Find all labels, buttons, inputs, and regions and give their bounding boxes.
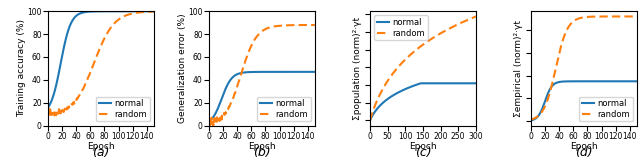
Text: (c): (c) (415, 146, 431, 159)
normal (592, 80, 600, 82)
normal (301, 71, 308, 73)
normal (205, 120, 213, 122)
normal (311, 71, 319, 73)
random (589, 16, 597, 18)
X-axis label: Epoch: Epoch (248, 142, 276, 151)
Y-axis label: Generalization error (%): Generalization error (%) (178, 14, 187, 123)
Line: normal: normal (370, 83, 476, 120)
Line: random: random (370, 16, 476, 120)
random (109, 24, 117, 26)
Y-axis label: Σempirical (norm)²·γt: Σempirical (norm)²·γt (515, 20, 524, 117)
Legend: normal, random: normal, random (374, 15, 428, 40)
normal (589, 80, 597, 82)
X-axis label: Epoch: Epoch (409, 142, 436, 151)
random (623, 15, 631, 17)
random (311, 24, 319, 26)
random (527, 119, 535, 121)
Line: normal: normal (531, 81, 637, 120)
normal (108, 10, 115, 12)
Line: random: random (531, 16, 637, 120)
random (590, 16, 598, 18)
random (206, 124, 214, 126)
Line: normal: normal (48, 11, 154, 108)
normal (205, 121, 213, 123)
random (108, 26, 115, 28)
normal (45, 106, 52, 108)
Legend: normal, random: normal, random (579, 97, 632, 121)
normal (140, 10, 148, 12)
Legend: normal, random: normal, random (96, 97, 150, 121)
random (45, 114, 52, 116)
random (141, 11, 148, 13)
random (108, 26, 115, 28)
normal (424, 82, 431, 84)
normal (623, 80, 631, 82)
X-axis label: Epoch: Epoch (570, 142, 598, 151)
normal (133, 10, 141, 12)
normal (616, 80, 624, 82)
random (268, 26, 276, 28)
normal (470, 82, 477, 84)
normal (527, 119, 535, 121)
normal (527, 119, 535, 121)
normal (268, 71, 275, 73)
Line: normal: normal (209, 72, 315, 122)
Text: (d): (d) (575, 146, 593, 159)
Line: random: random (209, 25, 315, 126)
normal (109, 10, 116, 12)
random (472, 15, 479, 17)
random (134, 12, 141, 14)
normal (270, 71, 278, 73)
normal (107, 10, 115, 12)
random (270, 25, 278, 27)
Y-axis label: Σpopulation (norm)²·γt: Σpopulation (norm)²·γt (353, 17, 362, 120)
random (49, 114, 56, 116)
normal (633, 80, 640, 82)
random (453, 24, 461, 26)
normal (417, 82, 425, 84)
random (205, 125, 213, 127)
random (616, 15, 624, 17)
normal (150, 10, 157, 12)
random (295, 24, 303, 26)
random (417, 45, 425, 47)
random (633, 15, 640, 17)
normal (44, 107, 52, 109)
random (470, 17, 477, 19)
normal (417, 82, 424, 84)
Y-axis label: Training accuracy (%): Training accuracy (%) (17, 19, 26, 117)
Text: (a): (a) (92, 146, 109, 159)
random (366, 119, 374, 121)
normal (417, 82, 424, 84)
random (424, 41, 431, 43)
X-axis label: Epoch: Epoch (87, 142, 115, 151)
normal (590, 80, 598, 82)
Line: random: random (48, 12, 154, 115)
random (44, 112, 52, 114)
Text: (b): (b) (253, 146, 271, 159)
random (205, 122, 213, 124)
random (429, 37, 437, 39)
normal (294, 71, 302, 73)
random (301, 24, 309, 26)
normal (366, 119, 374, 121)
normal (472, 82, 479, 84)
normal (268, 71, 276, 73)
random (592, 16, 600, 18)
random (269, 26, 276, 28)
normal (429, 82, 437, 84)
random (417, 46, 424, 48)
normal (453, 82, 461, 84)
random (527, 118, 535, 120)
random (150, 11, 157, 13)
Legend: normal, random: normal, random (257, 97, 310, 121)
